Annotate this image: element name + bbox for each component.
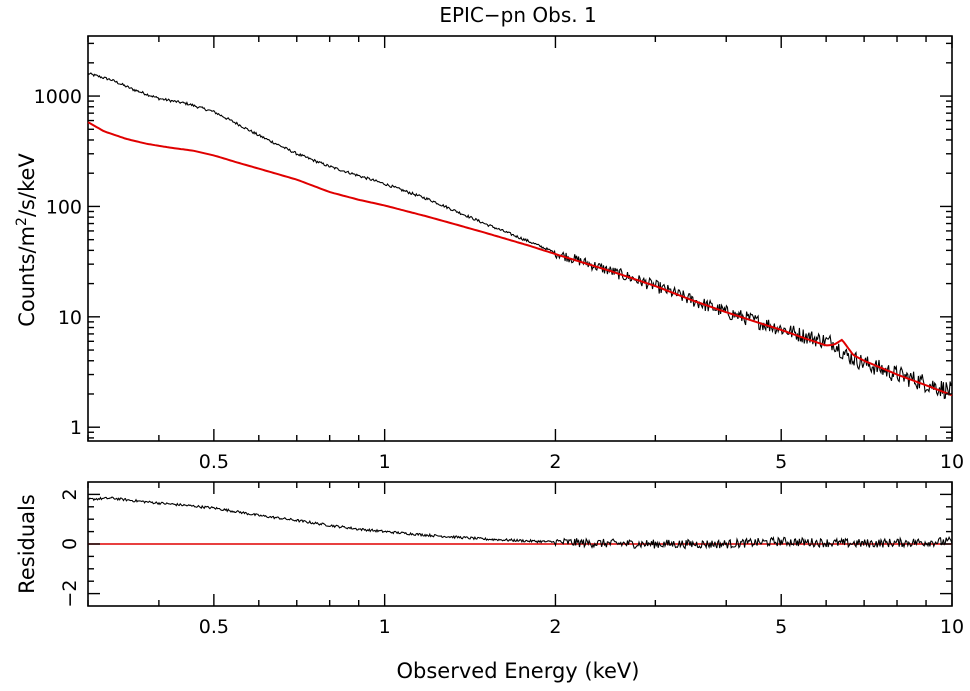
residuals-x-tick-label: 2 [549, 616, 561, 638]
residuals-data-series [87, 496, 953, 550]
residuals-x-tick-label: 1 [379, 616, 391, 638]
spectrum-y-ticks: 1 10 100 1000 [34, 42, 952, 439]
spectrum-series-group [87, 72, 953, 400]
residuals-y-tick-label: 0 [59, 538, 81, 550]
residuals-y-tick-label: −2 [59, 580, 81, 608]
spectrum-axes-frame [87, 35, 953, 442]
x-axis-label: Observed Energy (keV) [397, 659, 640, 683]
spectrum-y-tick-label: 100 [46, 196, 82, 218]
residuals-x-tick-label: 5 [775, 616, 787, 638]
residuals-series-group [87, 496, 953, 550]
spectrum-x-tick-label: 2 [549, 451, 561, 473]
spectrum-x-tick-label: 10 [940, 451, 964, 473]
spectrum-x-tick-label: 0.5 [199, 451, 229, 473]
residuals-panel: −2 0 2 0.5 1 2 5 10 Residuals Observed Energy … [15, 481, 964, 683]
spectrum-model-series [87, 121, 953, 397]
spectrum-y-tick-label: 1000 [34, 86, 82, 108]
plot-title: EPIC−pn Obs. 1 [439, 3, 596, 27]
spectrum-y-tick-label: 10 [58, 307, 82, 329]
residuals-x-tick-label: 10 [940, 616, 964, 638]
spectrum-x-tick-label: 1 [379, 451, 391, 473]
spectrum-y-axis-label: Counts/m2/s/keV [14, 153, 39, 327]
spectrum-y-tick-label: 1 [70, 417, 82, 439]
spectrum-x-tick-label: 5 [775, 451, 787, 473]
residuals-x-tick-label: 0.5 [199, 616, 229, 638]
spectrum-panel: 1 10 100 1000 0.5 1 2 5 10 Counts/m2/s/keV [14, 35, 964, 473]
residuals-y-tick-label: 2 [59, 488, 81, 500]
residuals-x-ticks: 0.5 1 2 5 10 [87, 482, 964, 638]
residuals-y-ticks: −2 0 2 [59, 488, 952, 608]
residuals-y-axis-label: Residuals [15, 494, 39, 594]
spectrum-x-ticks: 0.5 1 2 5 10 [87, 36, 964, 473]
spectrum-data-series [87, 72, 953, 400]
